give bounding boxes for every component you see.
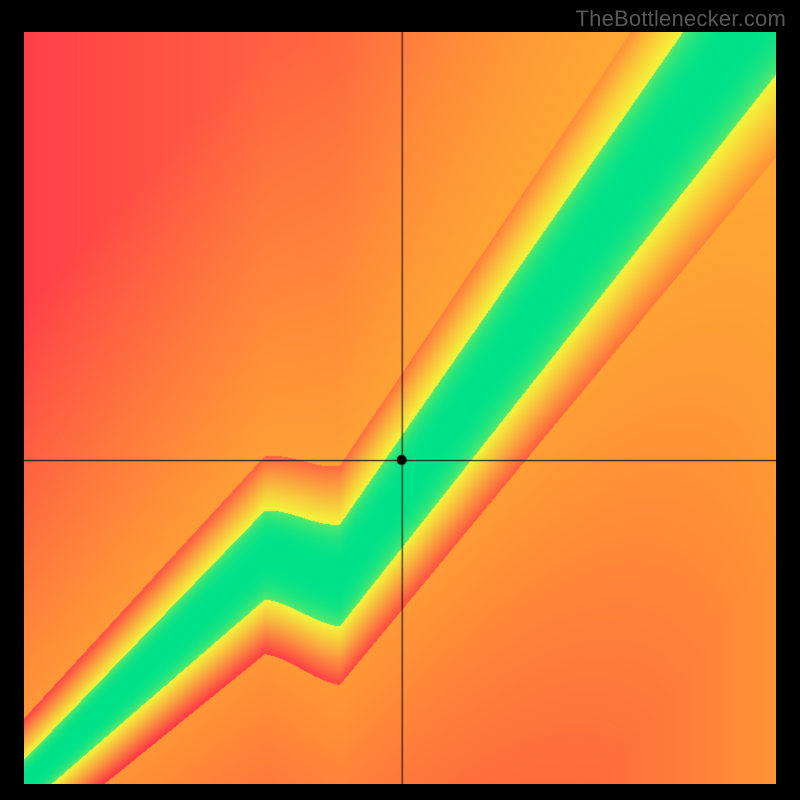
watermark-text: TheBottlenecker.com xyxy=(576,6,786,32)
bottleneck-heatmap xyxy=(24,32,776,784)
chart-frame: TheBottlenecker.com xyxy=(0,0,800,800)
